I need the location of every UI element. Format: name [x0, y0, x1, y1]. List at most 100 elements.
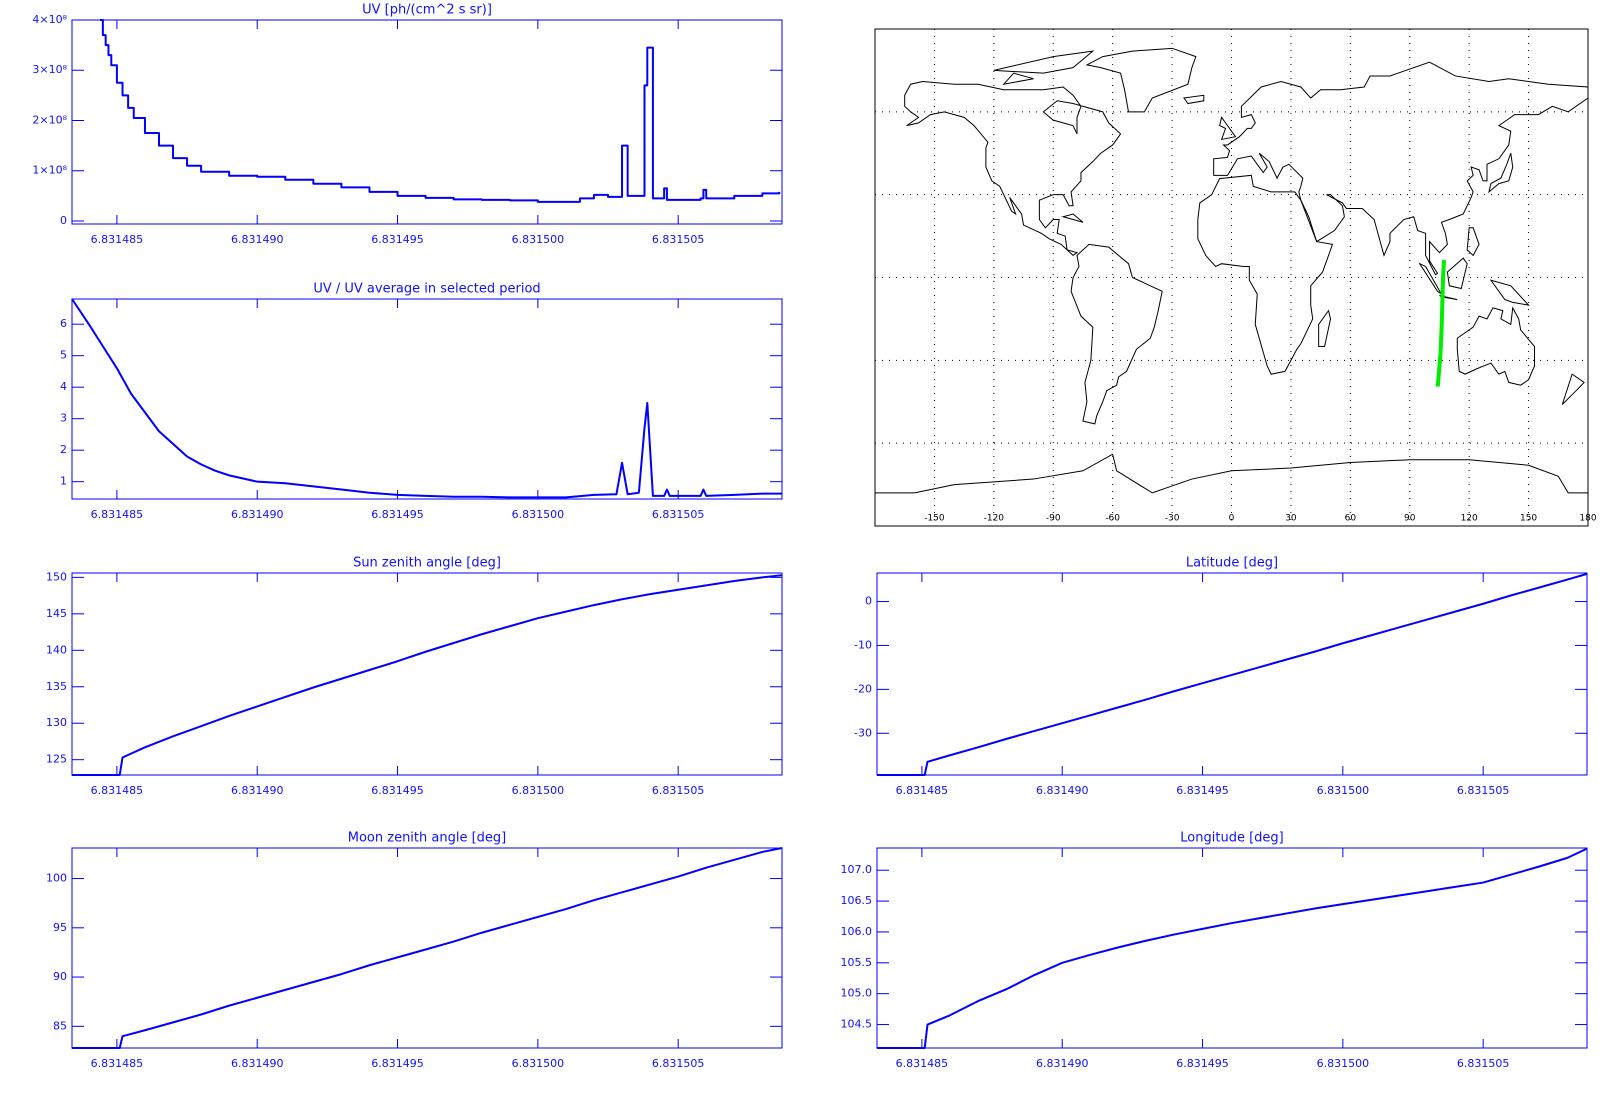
coast-africa — [1198, 175, 1333, 374]
data-line — [877, 847, 1588, 1049]
x-tick-label: 6.831505 — [652, 508, 705, 521]
chart-title: Longitude [deg] — [1180, 831, 1283, 846]
x-tick-label: 6.831490 — [231, 784, 284, 797]
step-line — [100, 19, 781, 203]
x-tick-label: 6.831485 — [91, 233, 144, 246]
y-tick-label: 106.5 — [841, 894, 873, 907]
y-tick-label: 6 — [60, 317, 67, 330]
x-tick-label: 6.831505 — [652, 233, 705, 246]
y-tick-label: 95 — [53, 921, 67, 934]
x-tick-label: 6.831495 — [1176, 784, 1229, 797]
y-tick-label: 3 — [60, 412, 67, 425]
y-tick-label: 104.5 — [841, 1018, 873, 1031]
x-tick-label: 6.831505 — [1457, 1057, 1510, 1070]
y-tick-label: 90 — [53, 970, 67, 983]
map-tick-label: -120 — [984, 514, 1005, 524]
y-tick-label: 2 — [60, 443, 67, 456]
map-tick-label: 120 — [1461, 514, 1478, 524]
x-tick-label: 6.831485 — [91, 784, 144, 797]
y-tick-label: 105.5 — [841, 956, 873, 969]
data-line — [72, 847, 783, 1049]
map-frame — [874, 28, 1589, 527]
x-tick-label: 6.831485 — [91, 1057, 144, 1070]
y-tick-label: 3×10⁸ — [32, 63, 67, 76]
y-tick-label: 0 — [60, 214, 67, 227]
y-tick-label: 135 — [46, 680, 67, 693]
y-tick-label: 125 — [46, 753, 67, 766]
x-tick-label: 6.831490 — [231, 233, 284, 246]
x-tick-label: 6.831505 — [652, 1057, 705, 1070]
x-tick-label: 6.831485 — [896, 1057, 949, 1070]
plot-frame — [71, 19, 783, 225]
x-tick-label: 6.831500 — [512, 233, 565, 246]
map-tick-label: 60 — [1345, 514, 1357, 524]
x-tick-label: 6.831495 — [371, 508, 424, 521]
x-tick-label: 6.831495 — [1176, 1057, 1229, 1070]
x-tick-label: 6.831500 — [512, 508, 565, 521]
map-tick-label: 0 — [1229, 514, 1235, 524]
y-tick-label: 100 — [46, 872, 67, 885]
y-tick-label: 150 — [46, 570, 67, 583]
x-tick-label: 6.831485 — [896, 784, 949, 797]
coast-eurasia — [1214, 62, 1588, 275]
coastlines — [875, 48, 1588, 493]
x-tick-label: 6.831505 — [1457, 784, 1510, 797]
map-tick-label: 30 — [1285, 514, 1297, 524]
y-tick-label: 145 — [46, 607, 67, 620]
coast-greenland — [1087, 48, 1196, 112]
y-tick-label: 105.0 — [841, 987, 873, 1000]
x-tick-label: 6.831490 — [1036, 784, 1089, 797]
data-line — [877, 572, 1588, 776]
y-tick-label: 0 — [865, 595, 872, 608]
plot-frame — [71, 847, 783, 1049]
y-tick-label: 106.0 — [841, 925, 873, 938]
map-tick-label: 150 — [1520, 514, 1537, 524]
chart-title: UV / UV average in selected period — [313, 282, 540, 297]
ground-track — [1435, 259, 1447, 387]
y-tick-label: 107.0 — [841, 863, 873, 876]
map-tick-label: -150 — [924, 514, 945, 524]
map-tick-label: -60 — [1105, 514, 1120, 524]
chart-title: Latitude [deg] — [1186, 556, 1278, 571]
x-tick-label: 6.831500 — [512, 784, 565, 797]
chart-title: Moon zenith angle [deg] — [348, 831, 506, 846]
map-tick-label: -30 — [1165, 514, 1180, 524]
chart-title: Sun zenith angle [deg] — [353, 556, 501, 571]
data-line — [71, 298, 782, 499]
x-tick-label: 6.831500 — [1317, 784, 1370, 797]
y-tick-label: 1×10⁸ — [32, 164, 67, 177]
y-tick-label: 1 — [60, 475, 67, 488]
coast-australia — [1457, 308, 1534, 385]
x-tick-label: 6.831500 — [1317, 1057, 1370, 1070]
y-tick-label: -20 — [854, 682, 872, 695]
x-tick-label: 6.831485 — [91, 508, 144, 521]
y-tick-label: 4 — [60, 380, 67, 393]
map-tick-label: 180 — [1579, 514, 1596, 524]
y-tick-label: 2×10⁸ — [32, 113, 67, 126]
x-tick-label: 6.831495 — [371, 1057, 424, 1070]
coast-south-america — [1071, 244, 1162, 423]
plot-frame — [71, 298, 783, 500]
chart-title: UV [ph/(cm^2 s sr)] — [362, 3, 492, 18]
x-tick-label: 6.831505 — [652, 784, 705, 797]
plot-frame — [876, 847, 1588, 1049]
coast-arctic-islands — [994, 51, 1093, 84]
x-tick-label: 6.831495 — [371, 784, 424, 797]
data-line — [72, 574, 783, 776]
plot-frame — [876, 572, 1588, 776]
y-tick-label: 140 — [46, 643, 67, 656]
y-tick-label: 85 — [53, 1019, 67, 1032]
y-tick-label: 4×10⁸ — [32, 13, 67, 26]
coast-antarctica — [875, 454, 1588, 493]
x-tick-label: 6.831500 — [512, 1057, 565, 1070]
plot-frame — [71, 572, 783, 776]
y-tick-label: 5 — [60, 349, 67, 362]
coast-north-america — [905, 81, 1121, 255]
y-tick-label: -30 — [854, 726, 872, 739]
x-tick-label: 6.831490 — [231, 1057, 284, 1070]
x-tick-label: 6.831495 — [371, 233, 424, 246]
map-tick-label: 90 — [1404, 514, 1416, 524]
